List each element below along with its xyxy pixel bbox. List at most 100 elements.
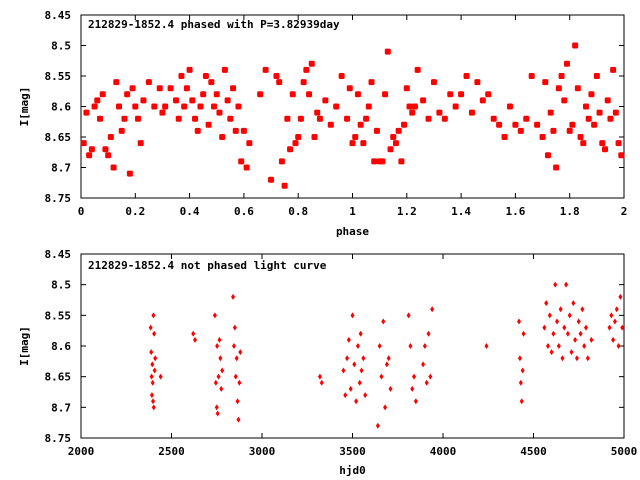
data-point bbox=[205, 121, 212, 128]
data-point bbox=[566, 127, 573, 134]
data-point bbox=[273, 73, 280, 79]
data-point bbox=[213, 379, 218, 386]
data-point bbox=[521, 330, 526, 337]
data-point bbox=[107, 134, 114, 140]
data-point bbox=[611, 336, 616, 343]
data-point bbox=[403, 85, 410, 92]
data-point bbox=[406, 312, 411, 319]
data-point bbox=[569, 121, 576, 128]
data-point bbox=[278, 158, 285, 165]
data-point bbox=[614, 306, 619, 313]
y-axis-label: I[mag] bbox=[18, 87, 31, 127]
data-point bbox=[384, 48, 391, 55]
data-point bbox=[485, 91, 492, 98]
data-point bbox=[604, 97, 611, 104]
data-point bbox=[384, 361, 389, 368]
data-point bbox=[116, 103, 123, 110]
data-point bbox=[589, 336, 594, 343]
data-point bbox=[217, 336, 222, 343]
data-point bbox=[577, 134, 584, 140]
data-point bbox=[558, 73, 565, 79]
data-point bbox=[420, 97, 427, 104]
data-point bbox=[113, 79, 120, 86]
y-tick-label: 8.6 bbox=[51, 340, 71, 353]
data-point bbox=[348, 385, 353, 392]
data-point bbox=[506, 103, 513, 110]
data-point bbox=[287, 146, 294, 153]
data-point bbox=[189, 97, 196, 104]
data-point bbox=[135, 115, 142, 122]
data-point bbox=[354, 398, 359, 405]
data-point bbox=[151, 103, 158, 110]
data-point bbox=[145, 79, 152, 86]
plot-frame bbox=[80, 253, 625, 439]
data-point bbox=[582, 103, 589, 110]
data-point bbox=[585, 115, 592, 122]
data-point bbox=[284, 115, 291, 122]
x-tick-label: 0.4 bbox=[180, 205, 200, 218]
data-point bbox=[224, 97, 231, 104]
data-point bbox=[501, 134, 508, 140]
x-tick-label: 0.6 bbox=[234, 205, 254, 218]
data-point bbox=[615, 140, 622, 147]
data-point bbox=[200, 91, 207, 98]
data-point bbox=[375, 422, 380, 429]
data-point bbox=[354, 91, 361, 98]
data-point bbox=[319, 379, 324, 386]
data-point bbox=[520, 367, 525, 374]
data-point bbox=[292, 140, 299, 147]
data-point bbox=[118, 127, 125, 134]
data-point bbox=[580, 306, 585, 313]
data-point bbox=[191, 330, 196, 337]
data-point bbox=[382, 91, 389, 98]
data-point bbox=[343, 392, 348, 399]
data-point bbox=[412, 373, 417, 380]
data-point bbox=[610, 66, 617, 73]
data-point bbox=[553, 281, 558, 288]
data-point bbox=[121, 115, 128, 122]
data-point bbox=[377, 343, 382, 349]
data-point bbox=[547, 109, 554, 116]
data-point bbox=[390, 134, 397, 140]
data-point bbox=[212, 312, 217, 319]
x-tick-label: 3000 bbox=[249, 445, 276, 458]
data-point bbox=[156, 85, 163, 92]
data-point bbox=[585, 355, 590, 362]
data-point bbox=[193, 336, 198, 343]
data-point bbox=[365, 103, 372, 110]
data-point bbox=[238, 349, 243, 356]
data-point bbox=[359, 367, 364, 374]
data-point bbox=[150, 379, 155, 386]
data-point bbox=[430, 79, 437, 86]
data-point bbox=[105, 152, 112, 159]
data-point bbox=[94, 97, 101, 104]
data-point bbox=[591, 121, 598, 128]
data-point bbox=[129, 85, 136, 92]
data-point bbox=[262, 66, 269, 73]
data-point bbox=[436, 109, 443, 116]
x-axis-label: hjd0 bbox=[339, 464, 366, 477]
data-point bbox=[580, 140, 587, 147]
data-point bbox=[523, 115, 530, 122]
data-point bbox=[219, 385, 224, 392]
data-point bbox=[517, 355, 522, 362]
data-point bbox=[490, 115, 497, 122]
data-point bbox=[547, 312, 552, 319]
data-point bbox=[183, 85, 190, 92]
data-point bbox=[151, 398, 156, 405]
x-tick-label: 1 bbox=[349, 205, 356, 218]
data-point bbox=[153, 355, 158, 362]
data-point bbox=[215, 343, 220, 349]
data-point bbox=[562, 324, 567, 331]
data-point bbox=[379, 158, 386, 165]
x-tick-label: 1.4 bbox=[451, 205, 471, 218]
x-axis-label: phase bbox=[336, 225, 369, 238]
data-point bbox=[551, 330, 556, 337]
data-point bbox=[322, 97, 329, 104]
y-tick-label: 8.75 bbox=[45, 192, 72, 205]
data-point bbox=[567, 312, 572, 319]
data-point bbox=[167, 85, 174, 92]
data-point bbox=[314, 109, 321, 116]
data-point bbox=[607, 115, 614, 122]
